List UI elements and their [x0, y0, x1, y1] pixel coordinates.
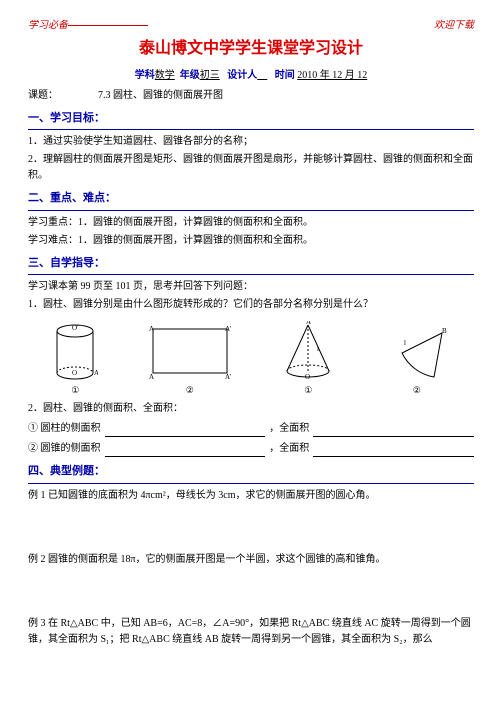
svg-text:O: O	[72, 369, 77, 377]
designer-label: 设计人	[227, 70, 257, 81]
meta-row: 学科数学 年级初三 设计人 时间 2010 年 12 月 12	[28, 68, 474, 84]
s3-p1: 学习课本第 99 页至 101 页，思考并回答下列问题：	[28, 279, 474, 295]
svg-text:A: A	[149, 373, 154, 381]
figure-cylinder: O' O A ①	[52, 323, 98, 397]
blank-2	[313, 425, 474, 437]
s3-q2: 2．圆柱、圆锥的侧面积、全面积：	[28, 401, 474, 417]
figure-row: O' O A ① A A' A A' ② A O l ① B	[28, 319, 474, 397]
s2-p2: 学习难点：1．圆锥的侧面展开图，计算圆锥的侧面积和全面积。	[28, 233, 474, 249]
lesson-row: 课题： 7.3 圆柱、圆锥的侧面展开图	[28, 88, 474, 104]
subject-label: 学科	[135, 70, 155, 81]
section-3-title: 三、自学指导：	[28, 255, 474, 276]
svg-text:A: A	[94, 369, 98, 377]
fill-row-1: ① 圆柱的侧面积 ，全面积	[28, 421, 474, 437]
s4-p3: 例 3 在 Rt△ABC 中，已知 AB=6，AC=8，∠A=90°，如果把 R…	[28, 616, 474, 648]
fill-a: ① 圆柱的侧面积	[28, 421, 101, 437]
fill-b: ，全面积	[269, 421, 309, 437]
s2-p1: 学习重点：1．圆锥的侧面展开图，计算圆锥的侧面积和全面积。	[28, 215, 474, 231]
s4-p2: 例 2 圆锥的侧面积是 18π，它的侧面展开图是一个半圆，求这个圆锥的高和锥角。	[28, 552, 474, 568]
s1-p2: 2．理解圆柱的侧面展开图是矩形、圆锥的侧面展开图是扇形，并能够计算圆柱、圆锥的侧…	[28, 152, 474, 184]
s1-p1: 1．通过实验使学生知道圆柱、圆锥各部分的名称；	[28, 134, 474, 150]
cone-icon: A O l	[281, 321, 335, 383]
svg-text:A': A'	[225, 325, 231, 333]
section-1-title: 一、学习目标：	[28, 110, 474, 131]
figure-cone: A O l ①	[281, 321, 335, 397]
sector-icon: B l	[384, 327, 450, 383]
fill-row-2: ② 圆锥的侧面积 ，全面积	[28, 441, 474, 457]
time-label: 时间	[275, 70, 295, 81]
header-left: 学习必备	[28, 18, 148, 34]
subject-val: 数学	[155, 70, 175, 81]
fig-caption-2: ②	[186, 383, 194, 397]
fig-caption-4: ②	[413, 383, 421, 397]
svg-text:B: B	[442, 327, 447, 335]
rectangle-icon: A A' A A'	[147, 323, 233, 383]
svg-text:l: l	[317, 345, 319, 353]
s4-p1: 例 1 已知圆锥的底面积为 4πcm²，母线长为 3cm，求它的侧面展开图的圆心…	[28, 488, 474, 504]
section-4-title: 四、典型例题：	[28, 463, 474, 484]
fill-c: ② 圆锥的侧面积	[28, 441, 101, 457]
figure-rect: A A' A A' ②	[147, 323, 233, 397]
svg-text:O: O	[305, 373, 310, 381]
fill-d: ，全面积	[269, 441, 309, 457]
designer-val	[257, 70, 267, 81]
section-2-title: 二、重点、难点：	[28, 190, 474, 211]
svg-text:A: A	[149, 325, 154, 333]
time-val: 2010 年 12 月 12	[297, 70, 367, 81]
svg-text:A: A	[306, 321, 311, 326]
blank-3	[105, 445, 266, 457]
s3-p2: 1．圆柱、圆锥分别是由什么图形旋转形成的？它们的各部分名称分别是什么？	[28, 297, 474, 313]
svg-text:A': A'	[225, 373, 231, 381]
svg-text:l: l	[404, 339, 406, 347]
lesson-label: 课题：	[28, 90, 58, 101]
grade-val: 初三	[200, 70, 220, 81]
grade-label: 年级	[180, 70, 200, 81]
blank-4	[313, 445, 474, 457]
figure-sector: B l ②	[384, 327, 450, 397]
fig-caption-3: ①	[304, 383, 312, 397]
header-bar: 学习必备 欢迎下载	[28, 18, 474, 34]
main-title: 泰山博文中学学生课堂学习设计	[28, 36, 474, 62]
cylinder-icon: O' O A	[52, 323, 98, 383]
fig-caption-1: ①	[71, 383, 79, 397]
blank-1	[105, 425, 266, 437]
svg-text:O': O'	[72, 324, 78, 332]
lesson-title: 7.3 圆柱、圆锥的侧面展开图	[98, 90, 223, 101]
header-right: 欢迎下载	[434, 18, 474, 34]
